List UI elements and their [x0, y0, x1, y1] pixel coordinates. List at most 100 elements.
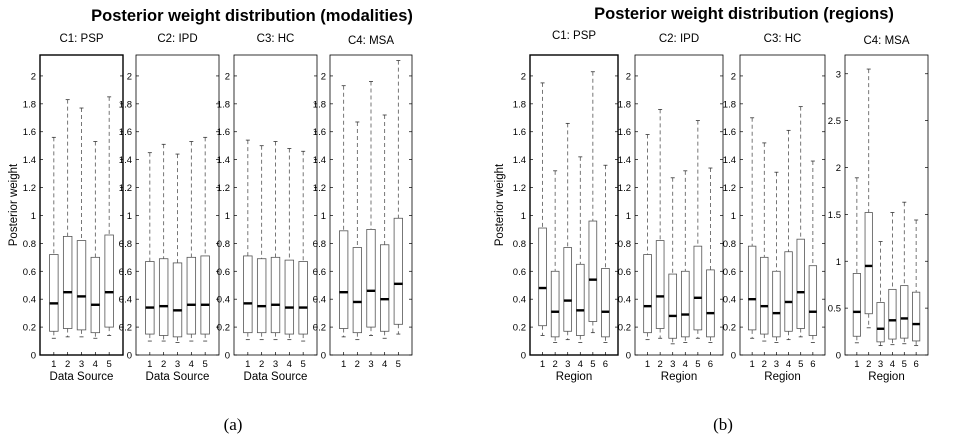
- box-iqr: [747, 245, 757, 331]
- y-tick-label: 1.6: [618, 127, 631, 138]
- box-5: [693, 120, 703, 339]
- box-iqr: [852, 273, 861, 337]
- x-tick-label: 4: [189, 359, 194, 370]
- box-iqr: [668, 273, 678, 339]
- y-tick-label: 1: [731, 211, 736, 222]
- y-tick-label: 0.8: [723, 239, 736, 250]
- y-tick-label: 2: [731, 71, 736, 82]
- caption-b: (b): [713, 415, 733, 434]
- y-axis-label: Posterior weight: [494, 163, 506, 246]
- x-tick-label: 4: [287, 359, 292, 370]
- box-5: [298, 150, 308, 342]
- x-tick-label: 3: [175, 359, 180, 370]
- y-tick-label: 0.6: [217, 267, 230, 278]
- box-1: [643, 134, 652, 341]
- box-4: [90, 141, 101, 339]
- box-4: [186, 141, 197, 342]
- y-tick-label: 0.2: [723, 323, 736, 334]
- box-iqr: [538, 227, 547, 327]
- box-iqr: [772, 270, 781, 338]
- box-1: [852, 177, 861, 344]
- x-tick-label: 4: [890, 359, 895, 370]
- y-tick-label: 1.8: [119, 99, 132, 110]
- panel-title: C1: PSP: [59, 33, 103, 45]
- box-iqr: [393, 217, 403, 325]
- box-iqr: [104, 234, 114, 328]
- y-tick-label: 1.4: [618, 155, 631, 166]
- x-tick-label: 3: [79, 359, 84, 370]
- y-tick-label: 1: [836, 257, 841, 268]
- box-2: [864, 68, 873, 329]
- y-tick-label: 0.8: [119, 239, 132, 250]
- y-tick-label: 1.2: [217, 183, 230, 194]
- y-tick-label: 0: [321, 351, 326, 362]
- box-iqr: [76, 240, 87, 331]
- y-tick-label: 0.8: [313, 239, 326, 250]
- y-tick-label: 0.6: [313, 267, 326, 278]
- box-3: [366, 81, 376, 336]
- y-tick-label: 0.4: [217, 295, 230, 306]
- box-iqr: [563, 247, 573, 332]
- x-tick-label: 4: [786, 359, 791, 370]
- box-4: [284, 148, 295, 341]
- box-5: [900, 201, 909, 345]
- box-iqr: [270, 256, 281, 334]
- x-tick-label: 4: [93, 359, 98, 370]
- box-iqr: [864, 212, 873, 315]
- y-tick-label: 0.4: [513, 295, 526, 306]
- box-4: [680, 170, 690, 343]
- y-tick-label: 1.2: [723, 183, 736, 194]
- y-tick-label: 0.4: [618, 295, 631, 306]
- box-5: [588, 71, 598, 334]
- x-tick-label: 2: [355, 359, 360, 370]
- y-tick-label: 3: [836, 69, 841, 80]
- y-tick-label: 1.2: [23, 183, 36, 194]
- box-iqr: [888, 288, 897, 340]
- box-iqr: [575, 263, 585, 336]
- box-6: [601, 164, 610, 343]
- y-tick-label: 1.4: [513, 155, 526, 166]
- box-iqr: [876, 302, 885, 343]
- y-tick-label: 0.6: [23, 267, 36, 278]
- x-tick-label: 2: [657, 359, 662, 370]
- x-tick-label: 6: [708, 359, 713, 370]
- x-tick-label: 1: [51, 359, 56, 370]
- y-tick-label: 0.6: [723, 267, 736, 278]
- y-tick-label: 0.4: [23, 295, 36, 306]
- x-tick-label: 3: [774, 359, 779, 370]
- panel-title: C2: IPD: [659, 33, 699, 45]
- x-tick-label: 5: [695, 359, 700, 370]
- x-tick-label: 1: [540, 359, 545, 370]
- box-iqr: [256, 258, 267, 334]
- x-axis-label: Data Source: [146, 371, 210, 383]
- caption-a: (a): [224, 415, 243, 434]
- box-iqr: [760, 256, 769, 335]
- box-6: [808, 160, 818, 343]
- x-tick-label: 5: [902, 359, 907, 370]
- y-tick-label: 1: [31, 211, 36, 222]
- x-tick-label: 2: [762, 359, 767, 370]
- box-iqr: [284, 259, 295, 335]
- x-axis-label: Region: [868, 371, 904, 383]
- y-tick-label: 0: [836, 351, 841, 362]
- box-iqr: [62, 235, 73, 329]
- y-tick-label: 1.4: [23, 155, 36, 166]
- box-iqr: [706, 269, 715, 338]
- axes-frame: [529, 54, 619, 356]
- box-3: [76, 107, 87, 338]
- box-iqr: [49, 254, 59, 332]
- box-iqr: [912, 291, 921, 342]
- box-iqr: [680, 270, 690, 338]
- y-tick-label: 1.6: [23, 127, 36, 138]
- x-tick-label: 6: [810, 359, 815, 370]
- y-tick-label: 2: [836, 163, 841, 174]
- box-iqr: [550, 270, 560, 338]
- panel-title: C3: HC: [764, 33, 802, 45]
